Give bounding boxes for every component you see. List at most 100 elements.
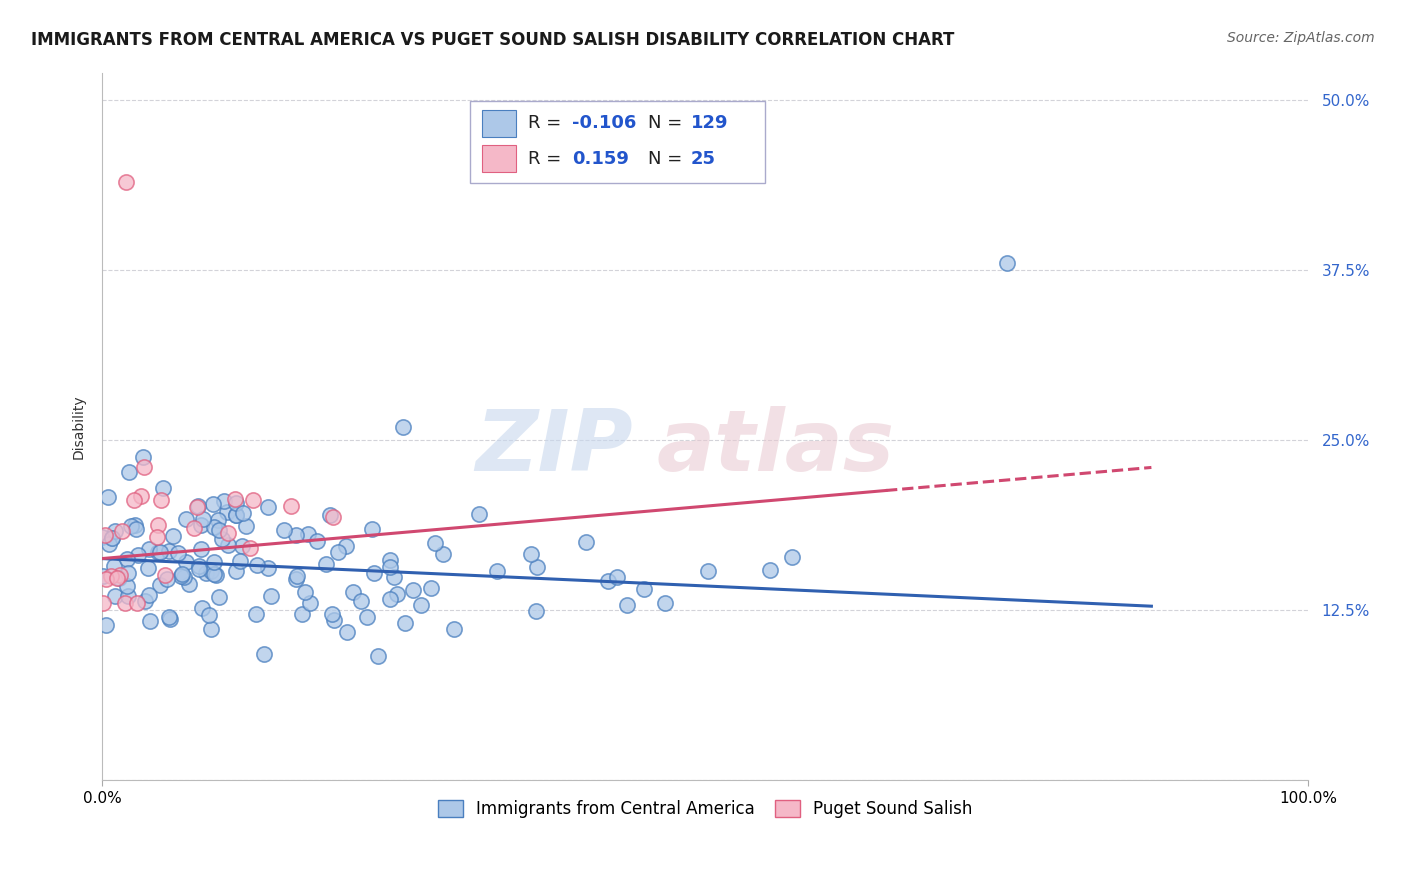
Text: R =: R = bbox=[527, 114, 567, 132]
Point bbox=[122, 492, 145, 507]
Point bbox=[174, 555, 197, 569]
Point bbox=[127, 597, 149, 611]
Point bbox=[256, 561, 278, 575]
Bar bbox=[482, 110, 516, 136]
Point bbox=[382, 570, 405, 584]
Point bbox=[149, 578, 172, 592]
Point bbox=[108, 571, 131, 585]
Point bbox=[170, 567, 193, 582]
Point bbox=[187, 500, 209, 514]
Point bbox=[297, 526, 319, 541]
Point bbox=[115, 552, 138, 566]
Point bbox=[186, 500, 208, 514]
Point bbox=[280, 499, 302, 513]
Point bbox=[117, 589, 139, 603]
Point bbox=[131, 489, 153, 503]
Point bbox=[420, 581, 443, 595]
Point bbox=[432, 547, 454, 561]
Text: atlas: atlas bbox=[657, 407, 896, 490]
Point bbox=[149, 545, 172, 559]
Point bbox=[204, 555, 226, 569]
Text: 25: 25 bbox=[690, 150, 716, 168]
Point bbox=[114, 597, 136, 611]
Point bbox=[101, 531, 124, 545]
Point bbox=[148, 545, 170, 559]
Point bbox=[524, 604, 547, 618]
Point bbox=[117, 465, 139, 479]
Point bbox=[285, 569, 308, 583]
Point bbox=[152, 481, 174, 495]
Point bbox=[526, 559, 548, 574]
Point bbox=[598, 574, 620, 588]
Point bbox=[285, 572, 308, 586]
Point bbox=[202, 497, 225, 511]
Point bbox=[225, 496, 247, 510]
Point bbox=[335, 539, 357, 553]
Point bbox=[91, 530, 114, 544]
Point bbox=[468, 507, 491, 521]
Point bbox=[485, 564, 508, 578]
Point bbox=[235, 519, 257, 533]
Point bbox=[162, 529, 184, 543]
Point bbox=[150, 493, 173, 508]
Point bbox=[212, 494, 235, 508]
Point bbox=[759, 563, 782, 577]
Point bbox=[575, 535, 598, 549]
Point bbox=[134, 460, 156, 475]
Point bbox=[217, 538, 239, 552]
Point bbox=[349, 593, 371, 607]
Point bbox=[191, 601, 214, 615]
Point bbox=[104, 524, 127, 538]
Point bbox=[190, 518, 212, 533]
Point bbox=[103, 558, 125, 573]
Text: 0.159: 0.159 bbox=[572, 150, 630, 168]
Point bbox=[115, 175, 138, 189]
Point bbox=[159, 612, 181, 626]
Point bbox=[605, 570, 627, 584]
Point bbox=[174, 512, 197, 526]
Point bbox=[96, 573, 118, 587]
Point bbox=[225, 565, 247, 579]
Point bbox=[242, 493, 264, 508]
Point bbox=[697, 564, 720, 578]
Point bbox=[260, 590, 283, 604]
Point bbox=[94, 528, 117, 542]
Point bbox=[138, 588, 160, 602]
Point bbox=[443, 623, 465, 637]
Point bbox=[319, 508, 342, 522]
Point bbox=[117, 566, 139, 580]
Text: R =: R = bbox=[527, 150, 572, 168]
Text: N =: N = bbox=[648, 150, 695, 168]
Point bbox=[202, 520, 225, 534]
Point bbox=[402, 582, 425, 597]
Y-axis label: Disability: Disability bbox=[72, 394, 86, 459]
Text: -0.106: -0.106 bbox=[572, 114, 637, 132]
Point bbox=[291, 607, 314, 622]
Point bbox=[208, 590, 231, 604]
Point bbox=[134, 594, 156, 608]
Point bbox=[155, 572, 177, 586]
Point bbox=[228, 553, 250, 567]
Point bbox=[105, 571, 128, 585]
Point bbox=[127, 548, 149, 562]
Point bbox=[231, 539, 253, 553]
Point bbox=[183, 520, 205, 534]
Point bbox=[173, 570, 195, 584]
Point bbox=[120, 519, 142, 533]
Text: Source: ZipAtlas.com: Source: ZipAtlas.com bbox=[1227, 31, 1375, 45]
Legend: Immigrants from Central America, Puget Sound Salish: Immigrants from Central America, Puget S… bbox=[432, 794, 979, 825]
Point bbox=[392, 419, 415, 434]
Point bbox=[519, 547, 541, 561]
Point bbox=[110, 568, 132, 582]
Bar bbox=[482, 145, 516, 172]
Point bbox=[198, 607, 221, 622]
Point bbox=[239, 541, 262, 555]
Point bbox=[200, 564, 222, 578]
Point bbox=[145, 530, 167, 544]
Point bbox=[294, 585, 316, 599]
Point bbox=[616, 598, 638, 612]
Point bbox=[425, 536, 447, 550]
Point bbox=[380, 592, 402, 607]
Point bbox=[195, 566, 218, 580]
Point bbox=[111, 524, 134, 538]
